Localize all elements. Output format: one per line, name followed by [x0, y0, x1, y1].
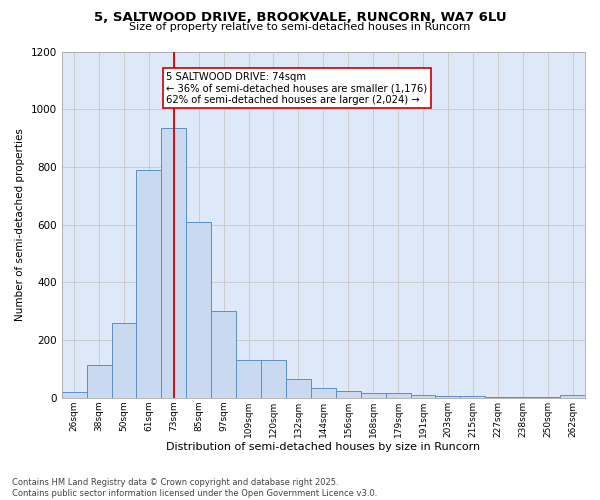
Bar: [112, 323, 136, 398]
Bar: [535, 397, 560, 398]
Bar: [311, 388, 336, 398]
Bar: [436, 396, 460, 398]
Bar: [560, 396, 585, 398]
Bar: [485, 397, 510, 398]
Bar: [286, 379, 311, 398]
Bar: [86, 364, 112, 398]
Bar: [386, 394, 410, 398]
Y-axis label: Number of semi-detached properties: Number of semi-detached properties: [15, 128, 25, 321]
Text: 5, SALTWOOD DRIVE, BROOKVALE, RUNCORN, WA7 6LU: 5, SALTWOOD DRIVE, BROOKVALE, RUNCORN, W…: [94, 11, 506, 24]
Text: 5 SALTWOOD DRIVE: 74sqm
← 36% of semi-detached houses are smaller (1,176)
62% of: 5 SALTWOOD DRIVE: 74sqm ← 36% of semi-de…: [166, 72, 427, 105]
Bar: [211, 311, 236, 398]
Bar: [460, 396, 485, 398]
Text: Size of property relative to semi-detached houses in Runcorn: Size of property relative to semi-detach…: [130, 22, 470, 32]
Bar: [361, 394, 386, 398]
Bar: [261, 360, 286, 398]
X-axis label: Distribution of semi-detached houses by size in Runcorn: Distribution of semi-detached houses by …: [166, 442, 481, 452]
Bar: [510, 397, 535, 398]
Bar: [236, 360, 261, 398]
Bar: [410, 396, 436, 398]
Bar: [136, 170, 161, 398]
Text: Contains HM Land Registry data © Crown copyright and database right 2025.
Contai: Contains HM Land Registry data © Crown c…: [12, 478, 377, 498]
Bar: [62, 392, 86, 398]
Bar: [161, 128, 186, 398]
Bar: [336, 390, 361, 398]
Bar: [186, 222, 211, 398]
